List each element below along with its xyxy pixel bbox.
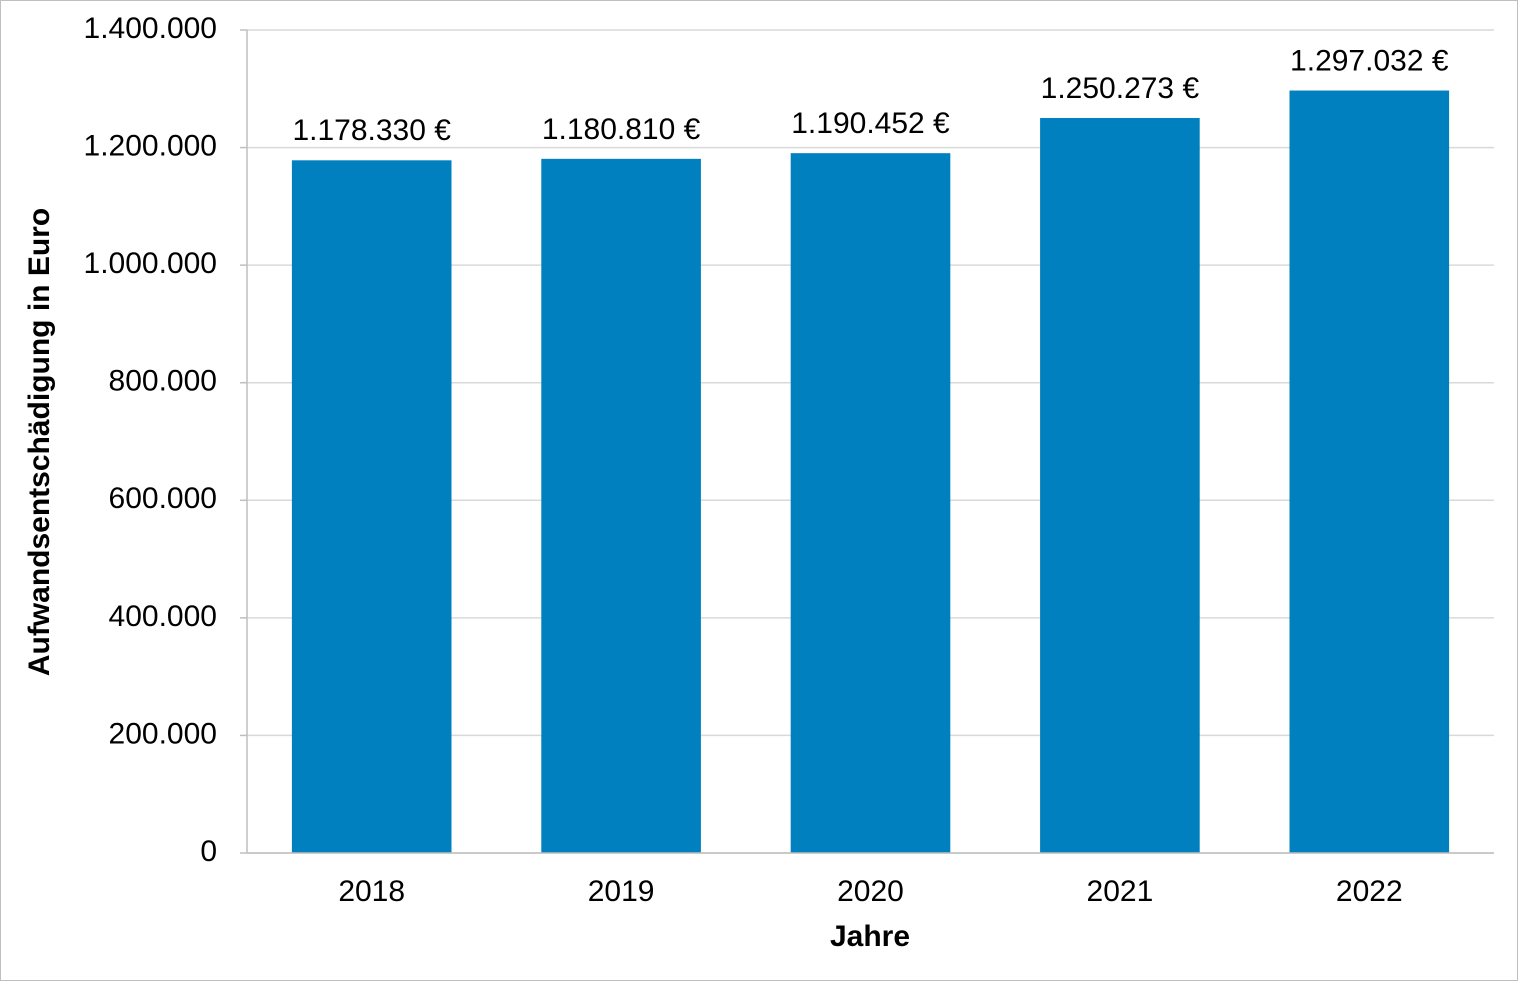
x-axis-title: Jahre	[830, 920, 910, 953]
x-tick-label: 2019	[588, 875, 655, 908]
y-axis-title: Aufwandsentschädigung in Euro	[23, 208, 56, 676]
y-tick-label: 400.000	[109, 600, 217, 633]
y-tick-label: 200.000	[109, 717, 217, 750]
y-tick-label: 1.000.000	[84, 247, 217, 280]
y-tick-label: 1.400.000	[84, 12, 217, 45]
data-label: 1.190.452 €	[791, 107, 950, 140]
y-tick-label: 1.200.000	[84, 129, 217, 162]
bar	[541, 158, 701, 853]
data-label: 1.178.330 €	[292, 114, 451, 147]
data-label: 1.297.032 €	[1290, 44, 1449, 77]
data-label: 1.180.810 €	[542, 113, 701, 146]
x-tick-label: 2020	[837, 875, 904, 908]
data-label: 1.250.273 €	[1041, 72, 1200, 105]
y-tick-label: 600.000	[109, 482, 217, 515]
y-tick-label: 0	[200, 835, 217, 868]
bar	[291, 160, 452, 853]
bar	[1040, 118, 1200, 854]
bar	[790, 153, 951, 853]
x-tick-label: 2021	[1087, 875, 1154, 908]
x-tick-label: 2022	[1336, 875, 1403, 908]
x-tick-label: 2018	[338, 875, 405, 908]
y-tick-label: 800.000	[109, 365, 217, 398]
bar	[1289, 90, 1450, 854]
